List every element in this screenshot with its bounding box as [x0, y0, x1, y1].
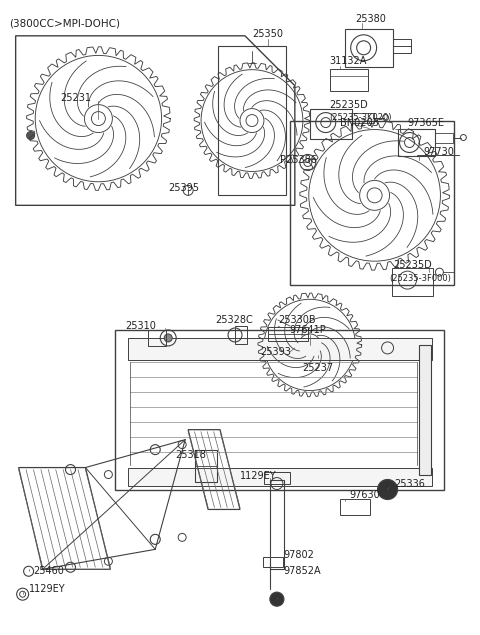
Text: 25235D: 25235D [330, 100, 369, 110]
Bar [195, 450, 217, 481]
Bar [340, 500, 370, 516]
Circle shape [378, 479, 397, 500]
Bar [235, 326, 247, 344]
Circle shape [26, 131, 35, 140]
Text: 97852A: 97852A [283, 566, 321, 577]
Text: 25460: 25460 [34, 566, 64, 577]
Text: 25350: 25350 [252, 29, 283, 39]
Bar [392, 268, 433, 296]
Bar [397, 128, 435, 156]
Text: (25235-3F000): (25235-3F000) [390, 274, 452, 283]
Text: 97365E: 97365E [408, 117, 444, 128]
Text: 25330B: 25330B [278, 315, 315, 325]
Text: 25395: 25395 [168, 184, 199, 194]
Circle shape [270, 592, 284, 606]
Text: BN0203: BN0203 [340, 117, 378, 128]
Text: (25235-3K020): (25235-3K020) [330, 113, 392, 122]
Text: 1129EY: 1129EY [240, 471, 276, 481]
Text: P25386: P25386 [280, 156, 317, 166]
Text: 25393: 25393 [260, 347, 291, 357]
Text: 25310: 25310 [125, 321, 156, 331]
Bar [218, 46, 286, 196]
Text: 25231: 25231 [60, 93, 92, 103]
Bar [435, 133, 454, 142]
Text: 31132A: 31132A [330, 56, 367, 66]
Text: (3800CC>MPI-DOHC): (3800CC>MPI-DOHC) [9, 19, 120, 29]
Bar [128, 467, 432, 486]
Text: 1129EY: 1129EY [29, 584, 65, 594]
Bar [393, 39, 410, 53]
Bar [115, 330, 444, 490]
Bar [352, 112, 373, 123]
Bar [148, 330, 166, 346]
Text: 25318: 25318 [175, 450, 206, 460]
Text: 25328C: 25328C [215, 315, 253, 325]
Bar [268, 327, 308, 341]
Text: 97630: 97630 [350, 490, 381, 500]
Bar [420, 345, 432, 474]
Bar [128, 338, 432, 360]
Bar [330, 69, 368, 91]
Text: 97641P: 97641P [290, 325, 326, 335]
Text: 25235D: 25235D [394, 260, 432, 270]
Text: 97730: 97730 [423, 147, 455, 157]
Text: 97802: 97802 [283, 551, 314, 560]
Bar [264, 472, 290, 483]
Text: 25336: 25336 [395, 479, 425, 488]
Bar [345, 29, 393, 67]
Bar [270, 479, 284, 569]
Bar [310, 109, 352, 138]
Bar [263, 558, 283, 567]
Circle shape [164, 334, 172, 342]
Text: 25237: 25237 [302, 363, 333, 373]
Text: 25380: 25380 [356, 14, 386, 24]
